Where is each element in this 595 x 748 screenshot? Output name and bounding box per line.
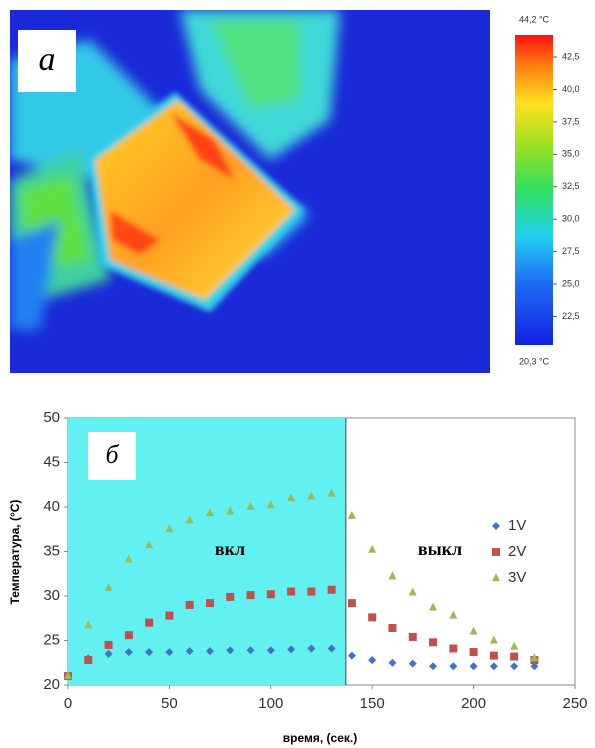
data-point <box>368 545 376 553</box>
data-point <box>226 593 234 601</box>
colorbar <box>515 35 553 345</box>
x-tick-label: 50 <box>161 695 178 712</box>
y-tick-label: 20 <box>43 676 60 693</box>
figure: а 44,2 °C 20,3 °C 42,5 40,0 37,5 35,0 32,5 30… <box>0 0 595 748</box>
colorbar-tick-label: 22,5 <box>562 311 580 321</box>
legend-label: 2V <box>508 543 526 560</box>
x-tick-label: 100 <box>258 695 283 712</box>
data-point <box>388 659 396 667</box>
data-point <box>348 599 356 607</box>
legend-label: 1V <box>508 517 526 534</box>
data-point <box>368 613 376 621</box>
y-tick-label: 25 <box>43 631 60 648</box>
data-point <box>328 586 336 594</box>
legend-label: 3V <box>508 569 526 586</box>
data-point <box>105 641 113 649</box>
annotation: вкл <box>215 539 245 559</box>
data-point <box>470 662 478 670</box>
data-point <box>409 633 417 641</box>
x-tick-label: 0 <box>64 695 72 712</box>
colorbar-tick-label: 37,5 <box>562 116 580 126</box>
colorbar-tick-label: 25,0 <box>562 278 580 288</box>
legend-marker <box>492 573 500 581</box>
colorbar-max: 44,2 °C <box>519 14 550 24</box>
data-point <box>267 590 275 598</box>
data-point <box>429 638 437 646</box>
data-point <box>449 645 457 653</box>
colorbar-tick-label: 32,5 <box>562 181 580 191</box>
panel-label: а <box>39 41 56 78</box>
y-axis-label: Температура, (°С) <box>8 500 22 605</box>
data-point <box>186 601 194 609</box>
data-point <box>409 660 417 668</box>
data-point <box>368 656 376 664</box>
colorbar-tick-label: 40,0 <box>562 84 580 94</box>
y-tick-label: 40 <box>43 498 60 515</box>
data-point <box>490 652 498 660</box>
data-point <box>348 652 356 660</box>
legend-marker <box>492 548 500 556</box>
data-point <box>145 619 153 627</box>
colorbar-tick-label: 42,5 <box>562 51 580 61</box>
data-point <box>348 511 356 519</box>
x-tick-label: 150 <box>360 695 385 712</box>
data-point <box>247 591 255 599</box>
data-point <box>470 648 478 656</box>
data-point <box>449 662 457 670</box>
legend-marker <box>492 522 500 530</box>
data-point <box>449 611 457 619</box>
y-tick-label: 45 <box>43 453 60 470</box>
x-tick-label: 250 <box>562 695 587 712</box>
x-tick-label: 200 <box>461 695 486 712</box>
data-point <box>510 642 518 650</box>
data-point <box>409 587 417 595</box>
data-point <box>490 662 498 670</box>
colorbar-tick-label: 27,5 <box>562 246 580 256</box>
colorbar-tick-label: 30,0 <box>562 214 580 224</box>
data-point <box>165 612 173 620</box>
data-point <box>388 624 396 632</box>
data-point <box>470 627 478 635</box>
data-point <box>510 662 518 670</box>
thermal-image: а <box>10 10 490 373</box>
data-point <box>287 588 295 596</box>
y-tick-label: 35 <box>43 542 60 559</box>
colorbar-min: 20,3 °C <box>519 356 550 366</box>
panel-label: б <box>105 440 119 469</box>
annotation: выкл <box>418 539 462 559</box>
data-point <box>206 599 214 607</box>
data-point <box>388 571 396 579</box>
data-point <box>429 662 437 670</box>
data-point <box>125 631 133 639</box>
data-point <box>510 653 518 661</box>
data-point <box>429 603 437 611</box>
data-point <box>84 656 92 664</box>
y-tick-label: 50 <box>43 409 60 426</box>
data-point <box>490 636 498 644</box>
colorbar-tick-label: 35,0 <box>562 149 580 159</box>
y-tick-label: 30 <box>43 587 60 604</box>
data-point <box>307 588 315 596</box>
x-axis-label: время, (сек.) <box>283 731 357 745</box>
